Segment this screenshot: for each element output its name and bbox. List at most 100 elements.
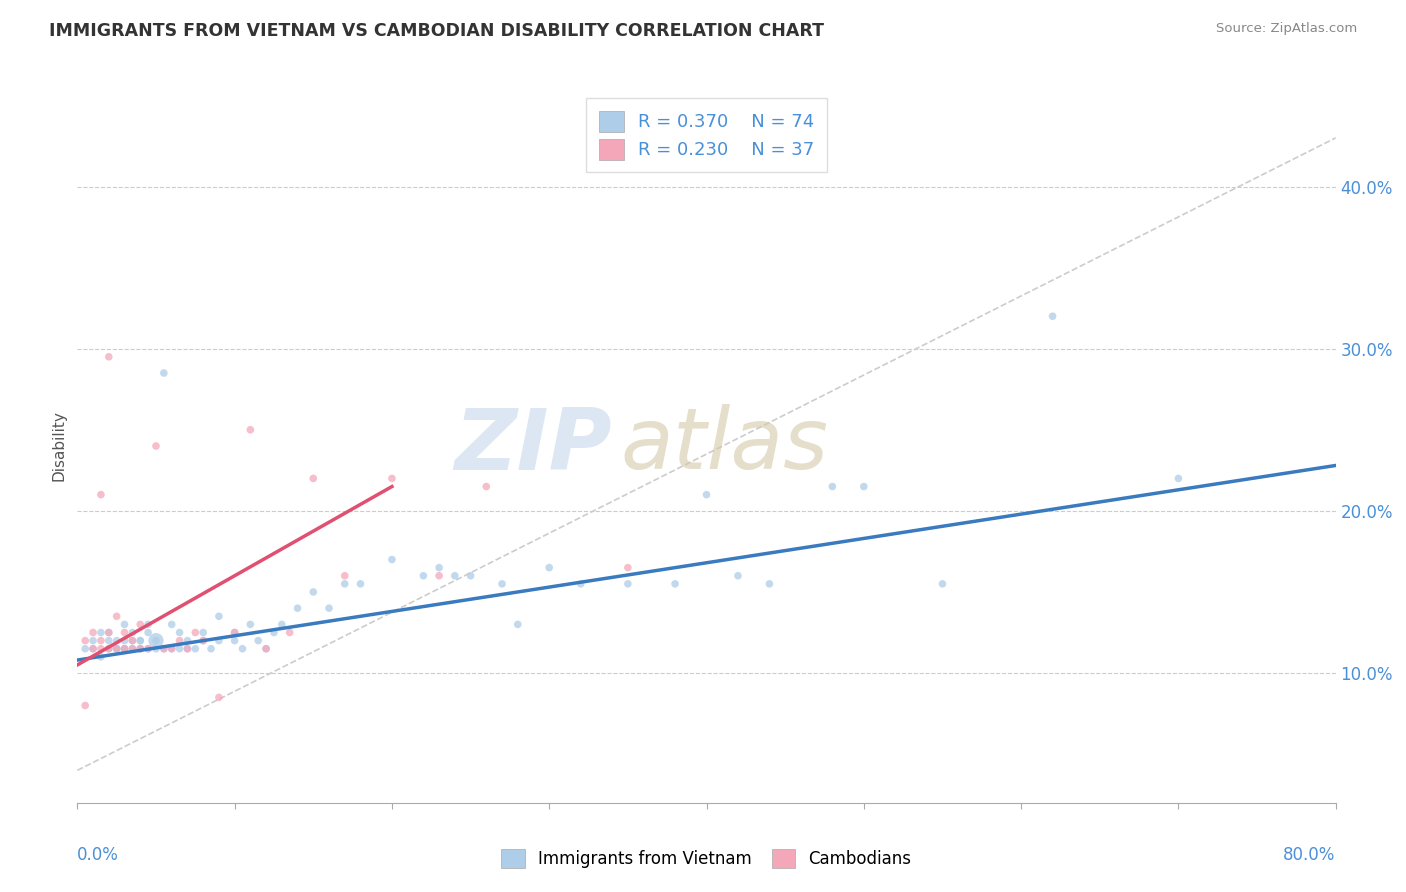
Text: Source: ZipAtlas.com: Source: ZipAtlas.com — [1216, 22, 1357, 36]
Point — [302, 585, 325, 599]
Point — [1167, 471, 1189, 485]
Point — [1042, 310, 1064, 324]
Point — [333, 577, 356, 591]
Point — [427, 568, 450, 582]
Point — [184, 625, 207, 640]
Point — [381, 471, 404, 485]
Point — [278, 625, 301, 640]
Point — [160, 641, 183, 656]
Point — [121, 633, 143, 648]
Point — [270, 617, 292, 632]
Point — [82, 641, 104, 656]
Point — [114, 633, 136, 648]
Point — [90, 649, 112, 664]
Point — [727, 568, 749, 582]
Point — [82, 641, 104, 656]
Point — [90, 633, 112, 648]
Point — [90, 641, 112, 656]
Point — [75, 698, 97, 713]
Point — [105, 633, 128, 648]
Point — [821, 479, 844, 493]
Point — [97, 641, 120, 656]
Point — [931, 577, 953, 591]
Point — [460, 568, 482, 582]
Point — [333, 568, 356, 582]
Point — [129, 633, 152, 648]
Point — [254, 641, 277, 656]
Text: 0.0%: 0.0% — [77, 846, 120, 863]
Point — [160, 641, 183, 656]
Point — [153, 641, 176, 656]
Point — [169, 625, 191, 640]
Point — [129, 641, 152, 656]
Point — [302, 471, 325, 485]
Point — [696, 488, 718, 502]
Point — [136, 617, 159, 632]
Point — [145, 633, 167, 648]
Legend: Immigrants from Vietnam, Cambodians: Immigrants from Vietnam, Cambodians — [494, 840, 920, 877]
Point — [114, 641, 136, 656]
Point — [224, 625, 246, 640]
Point — [176, 641, 198, 656]
Point — [114, 617, 136, 632]
Point — [105, 609, 128, 624]
Point — [617, 577, 640, 591]
Point — [247, 633, 270, 648]
Point — [569, 577, 592, 591]
Point — [381, 552, 404, 566]
Point — [90, 488, 112, 502]
Point — [239, 423, 262, 437]
Point — [224, 633, 246, 648]
Point — [444, 568, 467, 582]
Point — [758, 577, 780, 591]
Point — [318, 601, 340, 615]
Point — [208, 609, 231, 624]
Point — [121, 625, 143, 640]
Point — [184, 641, 207, 656]
Point — [97, 350, 120, 364]
Text: IMMIGRANTS FROM VIETNAM VS CAMBODIAN DISABILITY CORRELATION CHART: IMMIGRANTS FROM VIETNAM VS CAMBODIAN DIS… — [49, 22, 824, 40]
Point — [97, 625, 120, 640]
Point — [169, 633, 191, 648]
Text: 80.0%: 80.0% — [1284, 846, 1336, 863]
Point — [136, 641, 159, 656]
Point — [114, 641, 136, 656]
Point — [97, 625, 120, 640]
Point — [506, 617, 529, 632]
Point — [191, 633, 215, 648]
Point — [129, 633, 152, 648]
Point — [239, 617, 262, 632]
Point — [176, 633, 198, 648]
Point — [145, 439, 167, 453]
Point — [153, 641, 176, 656]
Point — [287, 601, 309, 615]
Point — [224, 625, 246, 640]
Point — [105, 641, 128, 656]
Point — [491, 577, 513, 591]
Point — [129, 617, 152, 632]
Point — [200, 641, 222, 656]
Point — [129, 641, 152, 656]
Point — [145, 641, 167, 656]
Point — [75, 633, 97, 648]
Point — [617, 560, 640, 574]
Point — [129, 641, 152, 656]
Point — [114, 625, 136, 640]
Point — [136, 641, 159, 656]
Text: atlas: atlas — [621, 404, 830, 488]
Y-axis label: Disability: Disability — [51, 410, 66, 482]
Point — [852, 479, 875, 493]
Point — [191, 633, 215, 648]
Point — [153, 366, 176, 380]
Point — [145, 633, 167, 648]
Point — [427, 560, 450, 574]
Point — [538, 560, 561, 574]
Point — [105, 641, 128, 656]
Point — [254, 641, 277, 656]
Point — [121, 641, 143, 656]
Point — [82, 633, 104, 648]
Point — [664, 577, 686, 591]
Point — [105, 641, 128, 656]
Point — [82, 625, 104, 640]
Point — [97, 641, 120, 656]
